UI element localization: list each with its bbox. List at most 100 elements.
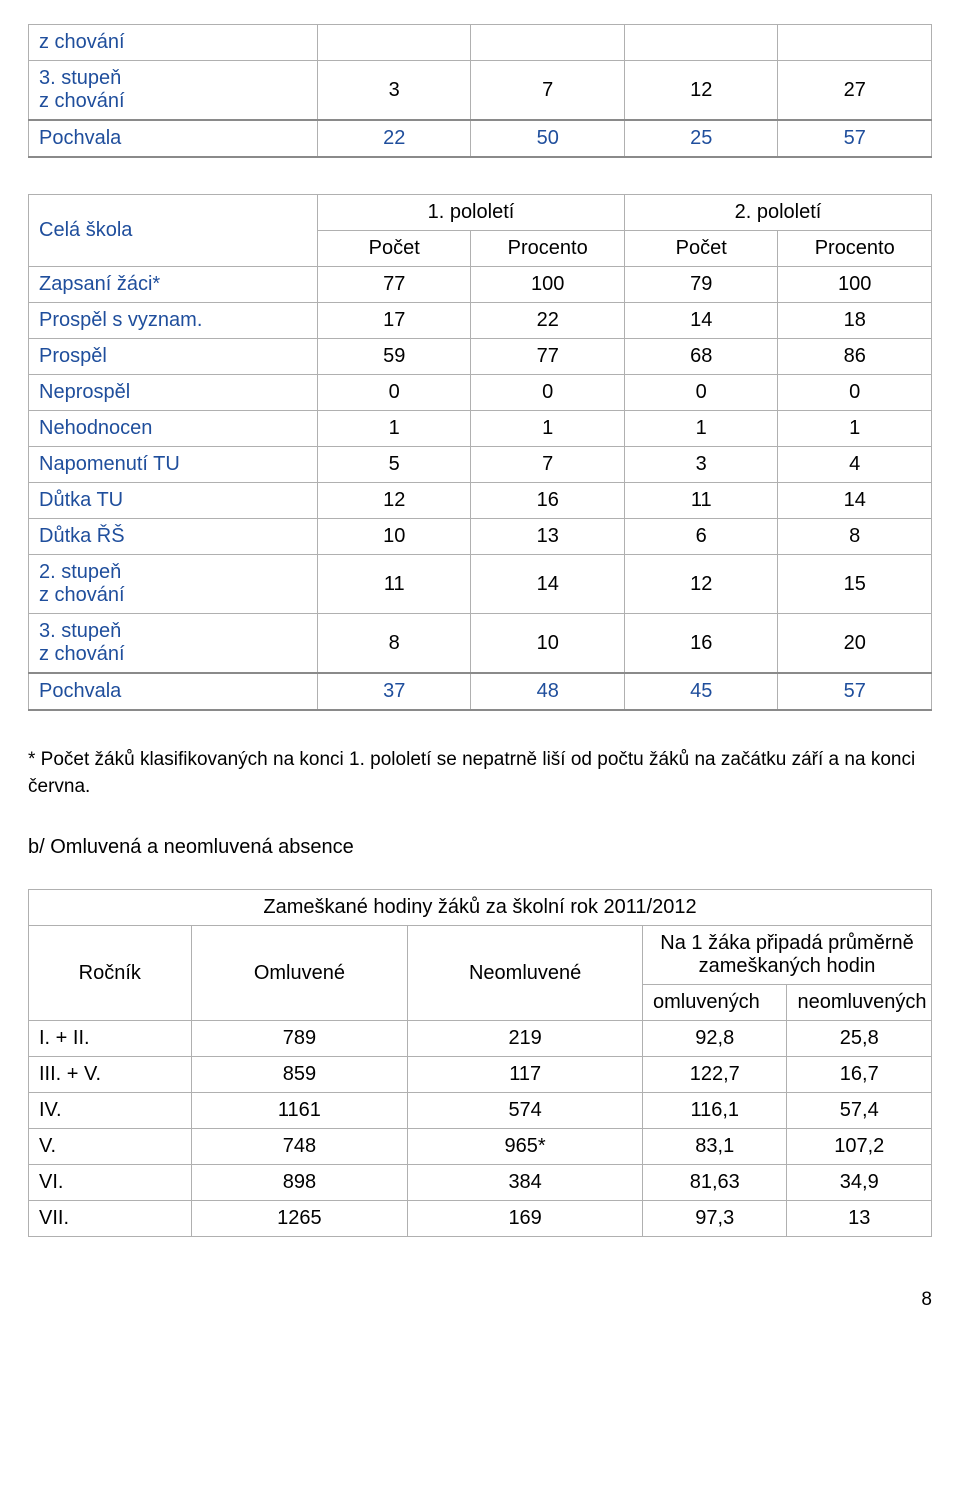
cell-value: 4	[778, 447, 932, 483]
cell-value: 14	[624, 303, 778, 339]
table-row: VII.126516997,313	[29, 1201, 932, 1237]
footnote: * Počet žáků klasifikovaných na konci 1.…	[28, 747, 932, 800]
cell-value: 8	[317, 614, 471, 674]
row-label: Prospěl s vyznam.	[29, 303, 318, 339]
header-sub: Procento	[778, 231, 932, 267]
cell-value: 8	[778, 519, 932, 555]
cell-value: 219	[408, 1021, 643, 1057]
cell-value: 20	[778, 614, 932, 674]
row-label: Prospěl	[29, 339, 318, 375]
cell-value: 7	[471, 61, 625, 121]
cell-value: 12	[624, 555, 778, 614]
cell-value: 18	[778, 303, 932, 339]
cell-value: 97,3	[643, 1201, 787, 1237]
cell-value: 57	[778, 120, 932, 157]
cell-value: 5	[317, 447, 471, 483]
cell-value: 1	[624, 411, 778, 447]
table-row: 3. stupeňz chování371227	[29, 61, 932, 121]
cell-value: 34,9	[787, 1165, 932, 1201]
table-row: Napomenutí TU5734	[29, 447, 932, 483]
cell-value: 14	[778, 483, 932, 519]
cell-value: 0	[317, 375, 471, 411]
cell-value: 25,8	[787, 1021, 932, 1057]
col-avg-sub: neomluvených	[787, 985, 932, 1021]
cell-value: 789	[191, 1021, 408, 1057]
row-label: Pochvala	[29, 673, 318, 710]
col-rocnik: Ročník	[29, 926, 192, 1021]
cell-value: 16,7	[787, 1057, 932, 1093]
row-label: VI.	[29, 1165, 192, 1201]
cell-value: 1265	[191, 1201, 408, 1237]
school-label: Celá škola	[29, 195, 318, 267]
header-row: RočníkOmluvenéNeomluvenéNa 1 žáka připad…	[29, 926, 932, 985]
row-label: Pochvala	[29, 120, 318, 157]
cell-value: 22	[471, 303, 625, 339]
table-row: Neprospěl0000	[29, 375, 932, 411]
table-row: Důtka TU12161114	[29, 483, 932, 519]
cell-value: 57,4	[787, 1093, 932, 1129]
row-label: 3. stupeňz chování	[29, 61, 318, 121]
cell-value: 107,2	[787, 1129, 932, 1165]
cell-value: 17	[317, 303, 471, 339]
cell-value: 13	[471, 519, 625, 555]
cell-value: 0	[624, 375, 778, 411]
table-row: Prospěl59776886	[29, 339, 932, 375]
table-row: 3. stupeňz chování8101620	[29, 614, 932, 674]
cell-value: 77	[471, 339, 625, 375]
cell-value: 7	[471, 447, 625, 483]
cell-value: 748	[191, 1129, 408, 1165]
row-label: IV.	[29, 1093, 192, 1129]
table-row: I. + II.78921992,825,8	[29, 1021, 932, 1057]
table-row: V.748965*83,1107,2	[29, 1129, 932, 1165]
cell-value: 116,1	[643, 1093, 787, 1129]
table-row: Nehodnocen1111	[29, 411, 932, 447]
table-title-row: Zameškané hodiny žáků za školní rok 2011…	[29, 890, 932, 926]
cell-value: 25	[624, 120, 778, 157]
cell-value: 14	[471, 555, 625, 614]
row-label: 3. stupeňz chování	[29, 614, 318, 674]
cell-value: 100	[778, 267, 932, 303]
table-row: Důtka ŘŠ101368	[29, 519, 932, 555]
cell-value: 1	[317, 411, 471, 447]
cell-value: 86	[778, 339, 932, 375]
table-row: VI.89838481,6334,9	[29, 1165, 932, 1201]
cell-value: 10	[317, 519, 471, 555]
pochvala-row: Pochvala22502557	[29, 120, 932, 157]
row-label: I. + II.	[29, 1021, 192, 1057]
cell-value: 3	[624, 447, 778, 483]
cell-value: 1	[778, 411, 932, 447]
cell-value: 12	[624, 61, 778, 121]
cell-value: 37	[317, 673, 471, 710]
row-label: Důtka TU	[29, 483, 318, 519]
cell-value: 0	[471, 375, 625, 411]
cell-value: 48	[471, 673, 625, 710]
header-pololeti-2: 2. pololetí	[624, 195, 931, 231]
cell-value: 859	[191, 1057, 408, 1093]
cell-value: 16	[471, 483, 625, 519]
row-label: Napomenutí TU	[29, 447, 318, 483]
cell-value: 81,63	[643, 1165, 787, 1201]
row-label: V.	[29, 1129, 192, 1165]
cell-value: 16	[624, 614, 778, 674]
header-row: Celá škola1. pololetí2. pololetí	[29, 195, 932, 231]
row-label: 2. stupeňz chování	[29, 555, 318, 614]
cell-value: 965*	[408, 1129, 643, 1165]
header-sub: Počet	[317, 231, 471, 267]
cell-value: 10	[471, 614, 625, 674]
cell-value: 3	[317, 61, 471, 121]
col-avg-title: Na 1 žáka připadá průměrně zameškaných h…	[643, 926, 932, 985]
cell-value: 92,8	[643, 1021, 787, 1057]
table-row: z chování	[29, 25, 932, 61]
cell-value	[624, 25, 778, 61]
cell-value: 83,1	[643, 1129, 787, 1165]
cell-value: 1	[471, 411, 625, 447]
col-neomluvene: Neomluvené	[408, 926, 643, 1021]
row-label: Nehodnocen	[29, 411, 318, 447]
cell-value: 122,7	[643, 1057, 787, 1093]
cell-value: 117	[408, 1057, 643, 1093]
col-omluvene: Omluvené	[191, 926, 408, 1021]
behavior-table-fragment: z chování3. stupeňz chování371227Pochval…	[28, 24, 932, 158]
cell-value: 11	[317, 555, 471, 614]
pochvala-row: Pochvala37484557	[29, 673, 932, 710]
cell-value: 1161	[191, 1093, 408, 1129]
